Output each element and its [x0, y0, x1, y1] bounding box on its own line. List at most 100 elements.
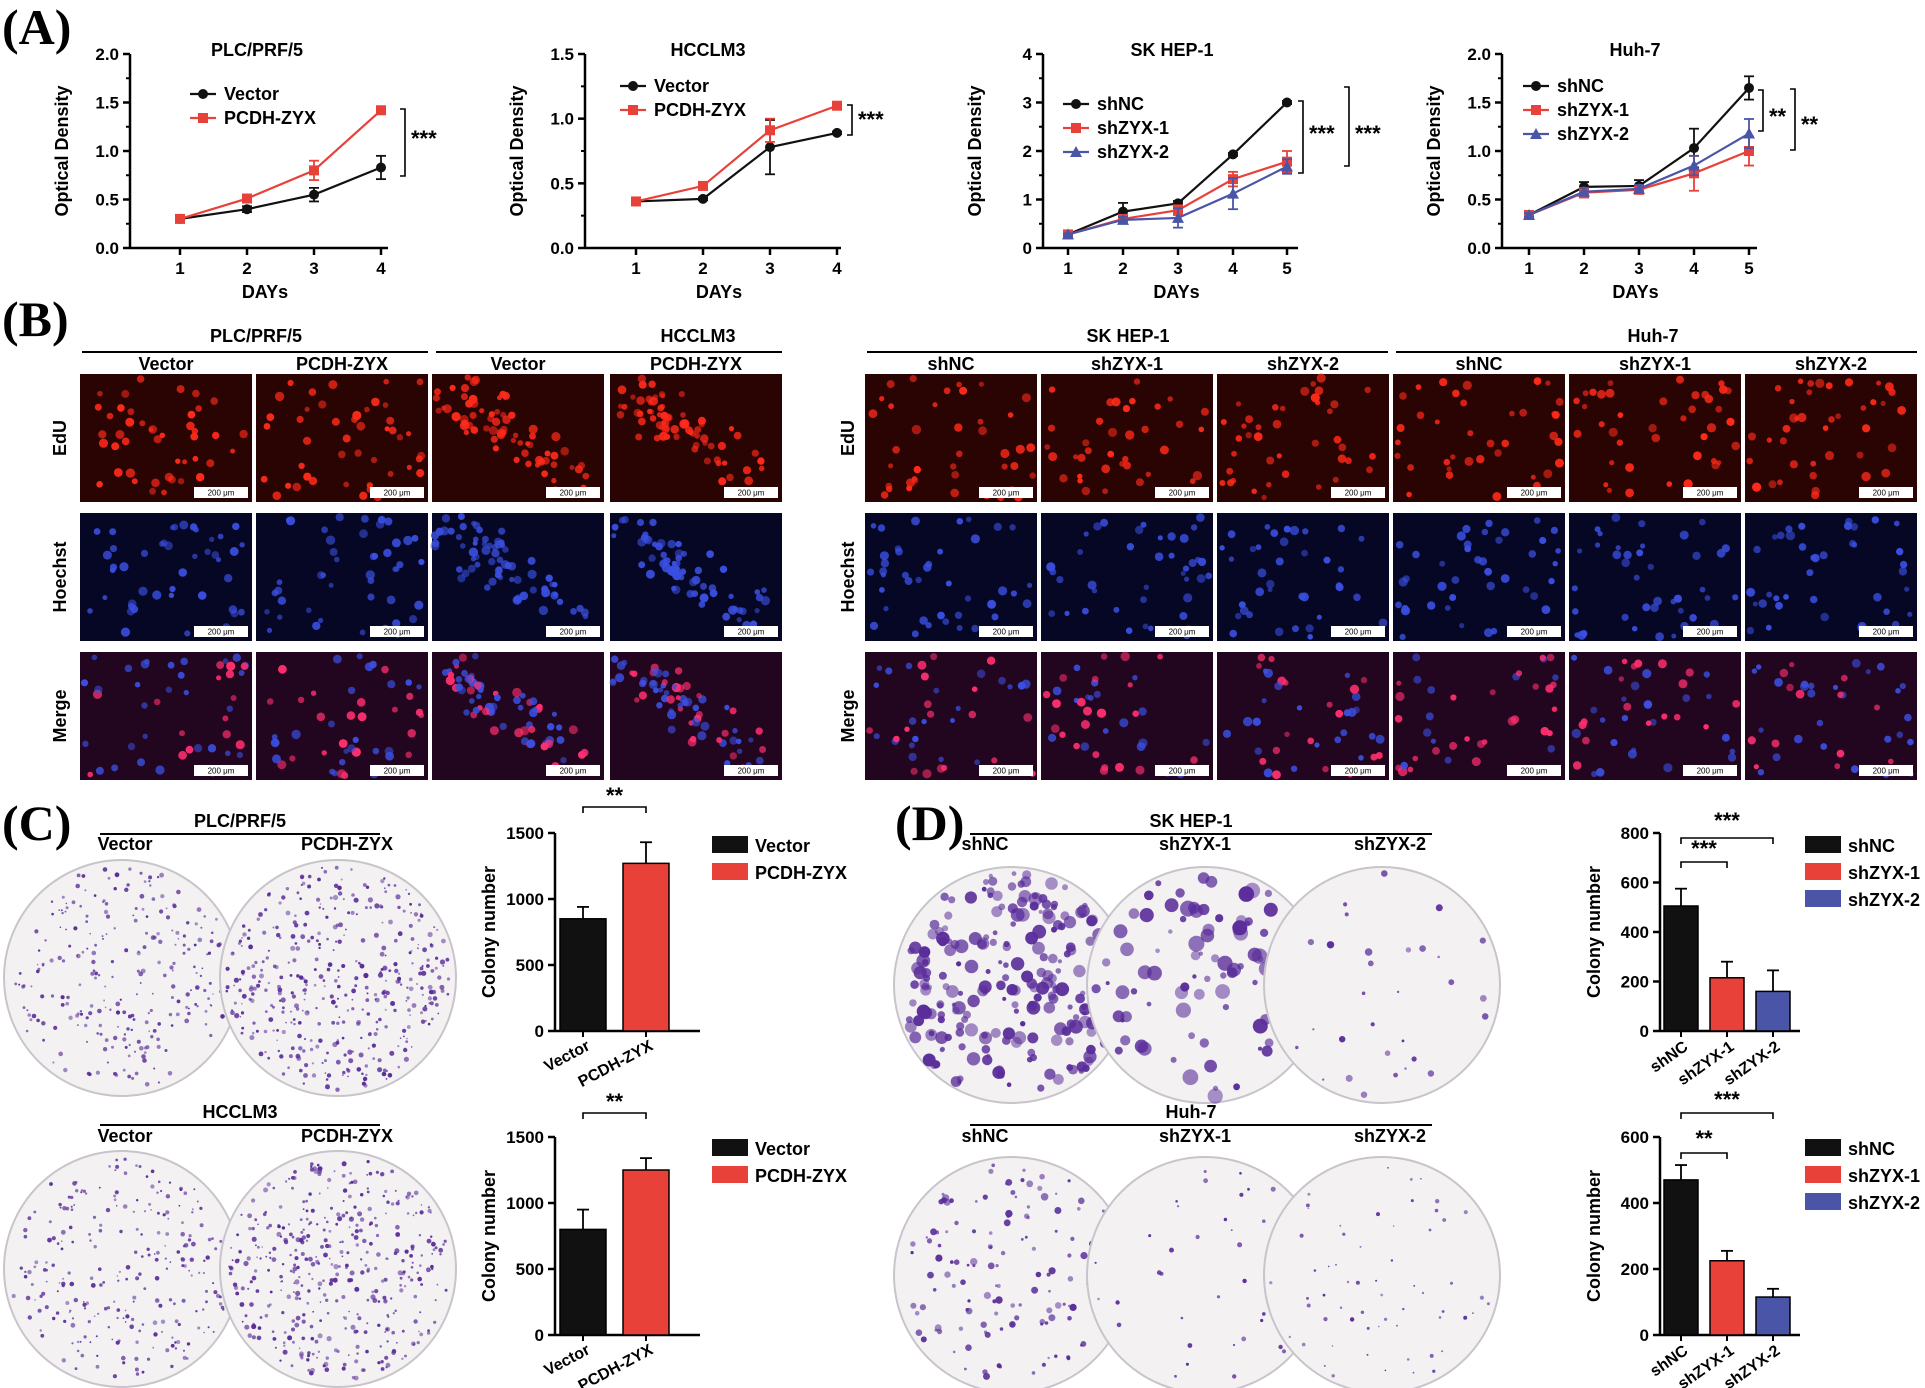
- colony: [322, 1279, 325, 1282]
- cell-nucleus: [1640, 543, 1646, 549]
- colony: [69, 1309, 72, 1312]
- colony: [122, 1204, 128, 1209]
- cell-nucleus: [403, 535, 413, 546]
- colony: [133, 918, 138, 923]
- colony: [1262, 1312, 1266, 1316]
- colony: [230, 1246, 233, 1249]
- y-tick-label: 1500: [506, 824, 544, 843]
- cell-nucleus: [1789, 413, 1799, 423]
- colony: [276, 1039, 279, 1042]
- colony: [1022, 870, 1032, 880]
- colony: [240, 1011, 245, 1015]
- colony: [410, 1244, 415, 1249]
- colony: [1016, 896, 1028, 908]
- colony: [283, 1331, 287, 1334]
- colony: [202, 1271, 205, 1275]
- plate-label: shZYX-1: [1159, 834, 1231, 854]
- y-tick-label: 0.0: [550, 239, 574, 258]
- cell-nucleus: [512, 432, 519, 438]
- colony: [1410, 1199, 1414, 1203]
- colony: [319, 1319, 322, 1322]
- colony: [1067, 1179, 1071, 1183]
- colony: [368, 1223, 372, 1226]
- colony: [422, 1006, 428, 1012]
- colony: [248, 944, 254, 950]
- data-point: [698, 193, 708, 204]
- cell-nucleus: [1555, 548, 1561, 554]
- cell-nucleus: [1073, 742, 1080, 750]
- colony: [1269, 1281, 1273, 1285]
- cell-nucleus: [1245, 415, 1254, 424]
- colony: [190, 989, 192, 992]
- x-tick-label: 2: [698, 259, 707, 278]
- colony: [981, 886, 987, 892]
- significance-label: ***: [858, 107, 884, 132]
- colony: [984, 1331, 991, 1338]
- colony: [233, 1001, 237, 1005]
- colony: [45, 1261, 48, 1264]
- colony: [354, 1359, 359, 1364]
- colony: [231, 1259, 234, 1262]
- colony: [323, 1216, 326, 1219]
- colony: [197, 937, 203, 943]
- cell-nucleus: [1758, 727, 1764, 733]
- legend-swatch: [1805, 1193, 1841, 1210]
- cell-line-header: PLC/PRF/5: [210, 326, 302, 346]
- cell-nucleus: [1615, 545, 1621, 551]
- cell-nucleus: [274, 586, 283, 595]
- colony: [225, 966, 230, 971]
- colony: [1000, 1250, 1006, 1256]
- colony: [394, 1189, 397, 1192]
- colony: [203, 1331, 205, 1334]
- colony: [347, 1075, 349, 1078]
- colony: [932, 1288, 937, 1292]
- data-point: [1743, 127, 1755, 139]
- colony: [1116, 1322, 1122, 1328]
- colony: [1364, 948, 1373, 956]
- cell-nucleus: [1145, 471, 1152, 477]
- cell-nucleus: [675, 540, 682, 548]
- cell-nucleus: [1077, 473, 1083, 479]
- cell-nucleus: [1530, 474, 1536, 480]
- cell-nucleus: [661, 425, 670, 434]
- colony: [1411, 1056, 1417, 1062]
- colony: [163, 973, 167, 978]
- colony: [268, 892, 271, 896]
- cell-nucleus: [1400, 606, 1411, 616]
- colony: [1013, 1008, 1020, 1014]
- colony: [305, 1239, 309, 1243]
- cell-nucleus: [1474, 556, 1482, 564]
- data-point: [1523, 209, 1535, 221]
- colony: [255, 1244, 257, 1247]
- colony: [1437, 955, 1440, 959]
- colony: [285, 887, 290, 891]
- colony: [357, 1211, 363, 1217]
- cell-nucleus: [1631, 625, 1638, 632]
- cell-nucleus: [1494, 449, 1502, 457]
- cell-nucleus: [1261, 494, 1267, 501]
- cell-nucleus: [675, 684, 685, 693]
- cell-nucleus: [274, 391, 285, 402]
- colony: [175, 930, 180, 935]
- image-Hoechst-1: 200 μm: [256, 513, 428, 641]
- cell-nucleus: [125, 468, 136, 478]
- colony: [322, 979, 326, 982]
- colony: [264, 988, 268, 992]
- colony: [368, 1171, 373, 1176]
- colony: [338, 922, 343, 928]
- colony: [178, 1204, 181, 1207]
- colony: [294, 1322, 300, 1328]
- cell-nucleus: [675, 695, 681, 701]
- cell-nucleus: [551, 581, 558, 588]
- colony: [70, 1205, 73, 1208]
- colony: [1207, 1088, 1223, 1104]
- cell-nucleus: [1290, 765, 1298, 772]
- colony: [1182, 1069, 1199, 1086]
- colony: [70, 1322, 76, 1328]
- cell-nucleus: [476, 693, 482, 700]
- colony: [264, 1313, 269, 1318]
- cell-nucleus: [880, 491, 889, 499]
- colony: [149, 1008, 153, 1013]
- colony: [1170, 1056, 1177, 1063]
- cell-nucleus: [226, 661, 236, 671]
